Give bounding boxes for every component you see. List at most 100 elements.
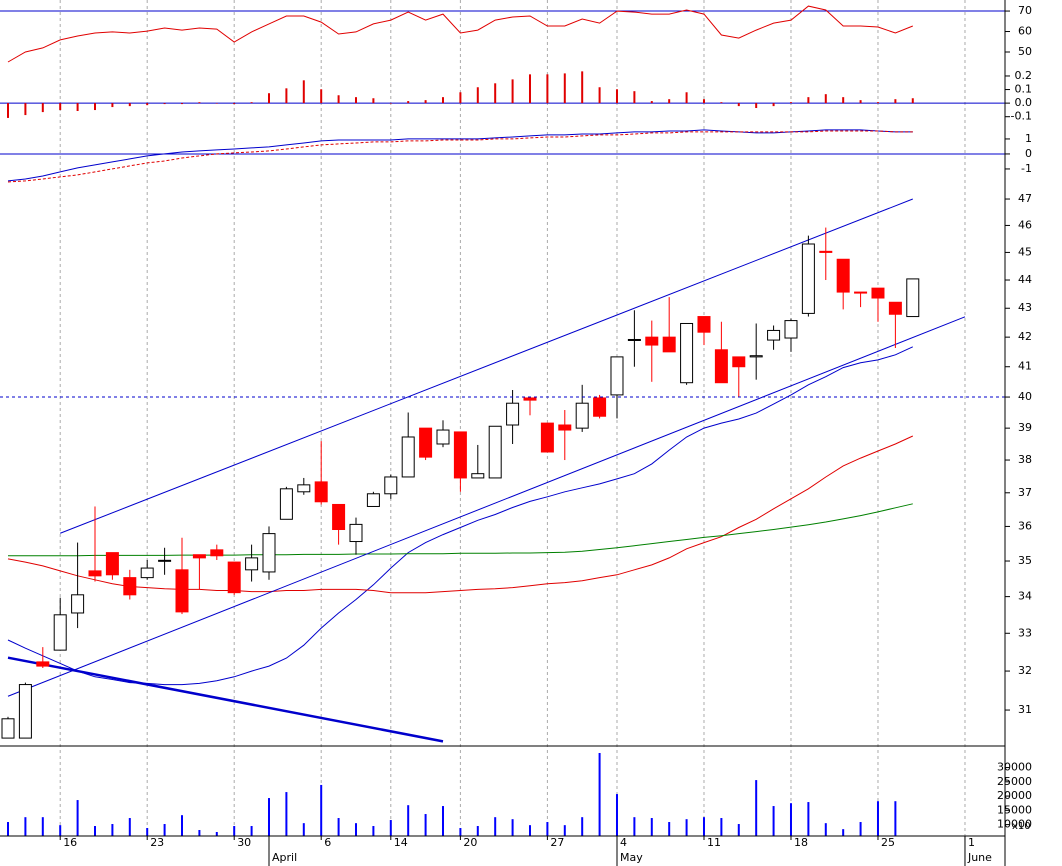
y-tick-label: -0.1 bbox=[1011, 110, 1032, 123]
y-tick-label: 1 bbox=[1025, 132, 1032, 145]
bar bbox=[737, 103, 740, 107]
y-tick-label: 32 bbox=[1018, 664, 1032, 677]
y-tick-label: 0.0 bbox=[1015, 96, 1033, 109]
bar bbox=[59, 103, 62, 111]
bar bbox=[528, 825, 531, 836]
bar bbox=[354, 97, 357, 104]
bar bbox=[76, 103, 79, 112]
bar bbox=[563, 73, 566, 104]
candle-body bbox=[453, 431, 467, 479]
candle-body bbox=[297, 484, 311, 493]
candle-body bbox=[784, 320, 798, 339]
y-tick-label: 25000 bbox=[997, 775, 1032, 788]
bar bbox=[302, 823, 305, 836]
y-tick-label: 34 bbox=[1018, 590, 1032, 603]
bar bbox=[407, 805, 410, 836]
bar bbox=[824, 823, 827, 836]
bar bbox=[650, 818, 653, 836]
candle-body bbox=[558, 424, 572, 431]
candle-body bbox=[401, 436, 415, 478]
bar bbox=[772, 103, 775, 107]
bar bbox=[215, 832, 218, 836]
unit-label: x10 bbox=[1012, 821, 1031, 832]
bar bbox=[163, 103, 166, 105]
bar bbox=[789, 102, 792, 104]
candle-body bbox=[419, 427, 433, 458]
bar bbox=[59, 825, 62, 836]
bar bbox=[476, 87, 479, 104]
bar bbox=[233, 826, 236, 836]
candle-body bbox=[1, 718, 15, 739]
candle-body bbox=[540, 422, 554, 453]
bar bbox=[702, 99, 705, 104]
bar bbox=[41, 103, 44, 113]
bar bbox=[598, 752, 601, 836]
y-tick-label: 37 bbox=[1018, 486, 1032, 499]
y-tick-label: 36 bbox=[1018, 519, 1032, 532]
bar bbox=[7, 103, 10, 118]
candle-body bbox=[627, 338, 641, 341]
bar bbox=[441, 97, 444, 104]
candle-body bbox=[593, 397, 607, 417]
bar bbox=[755, 780, 758, 836]
bar bbox=[337, 95, 340, 104]
candle-body bbox=[332, 503, 346, 531]
candle-body bbox=[53, 614, 67, 651]
bar bbox=[128, 103, 131, 107]
y-tick-label: 44 bbox=[1018, 273, 1032, 286]
candle-body bbox=[906, 278, 920, 318]
candle-body bbox=[140, 567, 154, 579]
bar bbox=[615, 89, 618, 104]
candle-body bbox=[384, 476, 398, 495]
candle-body bbox=[245, 557, 259, 571]
bar bbox=[894, 99, 897, 104]
candle-body bbox=[645, 336, 659, 346]
candle-body bbox=[819, 250, 833, 253]
y-tick-label: 0.1 bbox=[1015, 83, 1033, 96]
y-tick-label: 0 bbox=[1025, 147, 1032, 160]
bar bbox=[163, 824, 166, 836]
y-tick-label: 35 bbox=[1018, 554, 1032, 567]
candle-body bbox=[888, 301, 902, 315]
line-series bbox=[7, 129, 913, 182]
bar bbox=[302, 80, 305, 104]
candle-body bbox=[732, 356, 746, 368]
x-tick-label: 14 bbox=[394, 836, 408, 849]
bar bbox=[354, 823, 357, 836]
candle-body bbox=[714, 349, 728, 384]
month-label: June bbox=[967, 851, 992, 864]
bar bbox=[494, 817, 497, 836]
y-tick-label: 50 bbox=[1018, 45, 1032, 58]
bar bbox=[372, 98, 375, 104]
bar bbox=[94, 103, 97, 111]
bar bbox=[233, 103, 236, 105]
candle-body bbox=[210, 549, 224, 557]
candle-body bbox=[18, 684, 32, 739]
candle-body bbox=[610, 356, 624, 396]
y-tick-label: -1 bbox=[1021, 162, 1032, 175]
month-label: April bbox=[272, 851, 297, 864]
bar bbox=[772, 806, 775, 836]
bar bbox=[615, 794, 618, 836]
bar bbox=[581, 71, 584, 104]
candle-body bbox=[506, 402, 520, 426]
bar bbox=[650, 101, 653, 104]
bar bbox=[128, 818, 131, 836]
bar bbox=[389, 820, 392, 836]
candle-body bbox=[471, 473, 485, 479]
y-tick-label: 20000 bbox=[997, 789, 1032, 802]
bar bbox=[528, 74, 531, 104]
candle-body bbox=[523, 397, 537, 401]
candle-body bbox=[836, 258, 850, 293]
y-tick-label: 31 bbox=[1018, 703, 1032, 716]
candle-body bbox=[575, 402, 589, 429]
bar bbox=[633, 817, 636, 836]
price-plot bbox=[1, 198, 966, 743]
bar bbox=[737, 824, 740, 836]
bar bbox=[7, 822, 10, 836]
bar bbox=[668, 822, 671, 836]
candle-body bbox=[749, 355, 763, 358]
bar bbox=[476, 826, 479, 836]
